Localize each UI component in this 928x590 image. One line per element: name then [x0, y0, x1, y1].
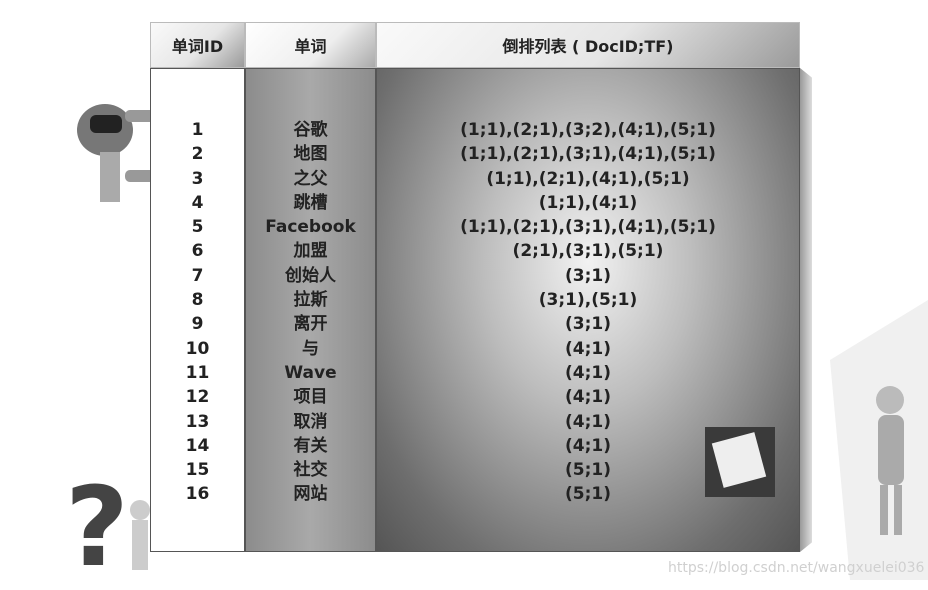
word-id-cell: 16 — [185, 484, 210, 505]
table-row: 2 地图 (1;1),(2;1),(3;1),(4;1),(5;1) — [150, 142, 800, 166]
word-cell: 有关 — [293, 435, 328, 456]
word-id-cell: 8 — [191, 290, 204, 311]
table-row: 4 跳槽 (1;1),(4;1) — [150, 191, 800, 215]
svg-text:?: ? — [65, 465, 129, 585]
postings-cell: (3;1) — [565, 265, 611, 286]
inverted-index-table: 单词ID 单词 倒排列表 ( DocID;TF) 1 谷歌 (1;1),(2;1),… — [150, 22, 800, 552]
table-row: 9 离开 (3;1) — [150, 312, 800, 336]
table-row: 8 拉斯 (3;1),(5;1) — [150, 288, 800, 312]
word-id-cell: 3 — [191, 168, 204, 189]
word-cell: 加盟 — [293, 241, 328, 262]
table-row: 3 之父 (1;1),(2;1),(4;1),(5;1) — [150, 167, 800, 191]
word-id-cell: 9 — [191, 314, 204, 335]
table-row: 1 谷歌 (1;1),(2;1),(3;2),(4;1),(5;1) — [150, 118, 800, 142]
table-row: 12 项目 (4;1) — [150, 385, 800, 409]
question-mark-illustration: ? — [65, 465, 150, 585]
column-word — [245, 68, 376, 552]
word-cell: 网站 — [293, 484, 328, 505]
word-cell: 与 — [302, 338, 319, 359]
word-cell: 项目 — [293, 387, 328, 408]
postings-cell: (1;1),(2;1),(3;1),(4;1),(5;1) — [460, 144, 716, 165]
word-id-cell: 7 — [191, 265, 204, 286]
header-word: 单词 — [245, 22, 376, 68]
header-postings: 倒排列表 ( DocID;TF) — [376, 22, 800, 68]
postings-cell: (4;1) — [565, 362, 611, 383]
postings-cell: (4;1) — [565, 411, 611, 432]
word-id-cell: 12 — [185, 387, 210, 408]
postings-cell: (5;1) — [565, 460, 611, 481]
word-id-cell: 1 — [191, 120, 204, 140]
table-row: 14 有关 (4;1) — [150, 434, 800, 458]
table-row: 16 网站 (5;1) — [150, 482, 800, 506]
postings-cell: (2;1),(3;1),(5;1) — [512, 241, 664, 262]
table-row: 10 与 (4;1) — [150, 337, 800, 361]
word-id-cell: 6 — [191, 241, 204, 262]
word-id-cell: 2 — [191, 144, 204, 165]
table-3d-edge — [800, 68, 812, 552]
column-id — [150, 68, 245, 552]
person-illustration — [830, 300, 928, 580]
word-id-cell: 15 — [185, 460, 210, 481]
word-id-cell: 11 — [185, 362, 210, 383]
postings-cell: (5;1) — [565, 484, 611, 505]
word-cell: 离开 — [293, 314, 328, 335]
postings-cell: (3;1),(5;1) — [538, 290, 638, 311]
word-cell: 社交 — [293, 460, 328, 481]
word-cell: 之父 — [293, 168, 328, 189]
word-cell: 创始人 — [285, 265, 336, 286]
word-id-cell: 13 — [185, 411, 210, 432]
word-cell: Wave — [284, 362, 337, 383]
postings-cell: (4;1) — [565, 435, 611, 456]
postings-cell: (1;1),(2;1),(3;2),(4;1),(5;1) — [460, 120, 716, 140]
word-cell: 地图 — [293, 144, 328, 165]
robot-illustration — [77, 104, 155, 202]
word-cell: 取消 — [293, 411, 328, 432]
postings-cell: (4;1) — [565, 387, 611, 408]
word-cell: 拉斯 — [293, 290, 328, 311]
table-row: 5 Facebook (1;1),(2;1),(3;1),(4;1),(5;1) — [150, 215, 800, 239]
word-id-cell: 10 — [185, 338, 210, 359]
postings-cell: (1;1),(4;1) — [538, 192, 638, 213]
word-cell: Facebook — [265, 217, 356, 238]
table-row: 15 社交 (5;1) — [150, 458, 800, 482]
word-id-cell: 4 — [191, 192, 204, 213]
table-body: 1 谷歌 (1;1),(2;1),(3;2),(4;1),(5;1) 2 地图 (1;1)… — [150, 118, 800, 507]
postings-cell: (1;1),(2;1),(4;1),(5;1) — [486, 168, 690, 189]
table-row: 11 Wave (4;1) — [150, 361, 800, 385]
word-cell: 谷歌 — [293, 120, 328, 140]
word-cell: 跳槽 — [293, 192, 328, 213]
postings-cell: (1;1),(2;1),(3;1),(4;1),(5;1) — [460, 217, 716, 238]
watermark: https://blog.csdn.net/wangxuelei036 — [668, 560, 925, 576]
word-id-cell: 5 — [191, 217, 204, 238]
word-id-cell: 14 — [185, 435, 210, 456]
postings-cell: (4;1) — [565, 338, 611, 359]
table-row: 13 取消 (4;1) — [150, 410, 800, 434]
table-row: 7 创始人 (3;1) — [150, 264, 800, 288]
note-illustration — [705, 427, 775, 497]
table-row: 6 加盟 (2;1),(3;1),(5;1) — [150, 239, 800, 263]
header-word-id: 单词ID — [150, 22, 245, 68]
postings-cell: (3;1) — [565, 314, 611, 335]
